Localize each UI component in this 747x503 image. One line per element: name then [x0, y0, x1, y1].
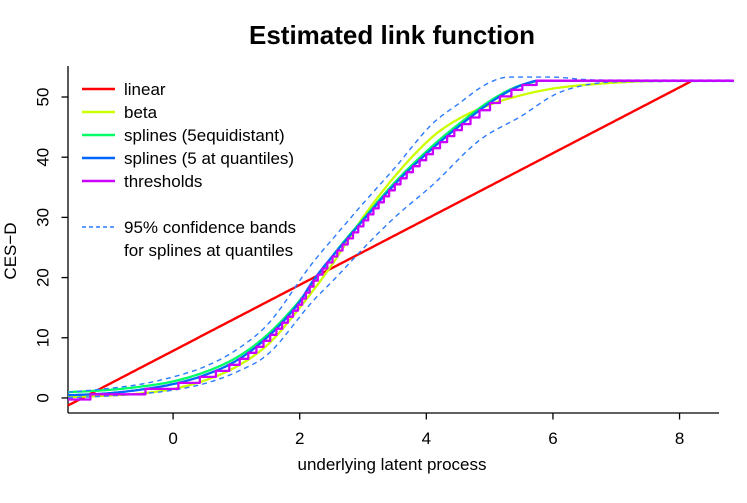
x-axis-ticks: 0 2 4 6 8	[168, 413, 684, 448]
series-thresholds-line	[68, 79, 734, 401]
legend-ci-label-line2: for splines at quantiles	[124, 241, 293, 260]
chart-title: Estimated link function	[249, 20, 535, 50]
y-tick-label: 0	[33, 393, 52, 402]
series-linear-line	[67, 80, 692, 407]
y-tick-label: 30	[33, 208, 52, 227]
y-tick-label: 20	[33, 268, 52, 287]
x-axis-title: underlying latent process	[297, 455, 486, 474]
y-tick-label: 40	[33, 148, 52, 167]
y-axis-ticks: 0 10 20 30 40 50	[33, 88, 68, 403]
series-ci-upper-95--line	[67, 76, 734, 393]
x-tick-label: 0	[168, 429, 177, 448]
legend-ci-label-line1: 95% confidence bands	[124, 218, 296, 237]
legend-label-thresholds: thresholds	[124, 172, 202, 191]
y-tick-label: 50	[33, 88, 52, 107]
legend-label-beta: beta	[124, 103, 158, 122]
series-layer	[67, 76, 735, 407]
x-tick-label: 6	[548, 429, 557, 448]
legend: linear beta splines (5equidistant) splines …	[82, 80, 296, 260]
y-axis-title: CES−D	[1, 222, 20, 279]
legend-label-splines-5equidistant-: splines (5equidistant)	[124, 126, 285, 145]
x-tick-label: 8	[675, 429, 684, 448]
y-tick-label: 10	[33, 328, 52, 347]
legend-label-linear: linear	[124, 80, 166, 99]
legend-label-splines-5-at-quantiles-: splines (5 at quantiles)	[124, 149, 294, 168]
x-tick-label: 2	[295, 429, 304, 448]
axes: 0 2 4 6 8 0 10 20 30 40 50	[33, 66, 719, 448]
x-tick-label: 4	[422, 429, 431, 448]
legend-entries: linear beta splines (5equidistant) splines …	[82, 80, 294, 191]
